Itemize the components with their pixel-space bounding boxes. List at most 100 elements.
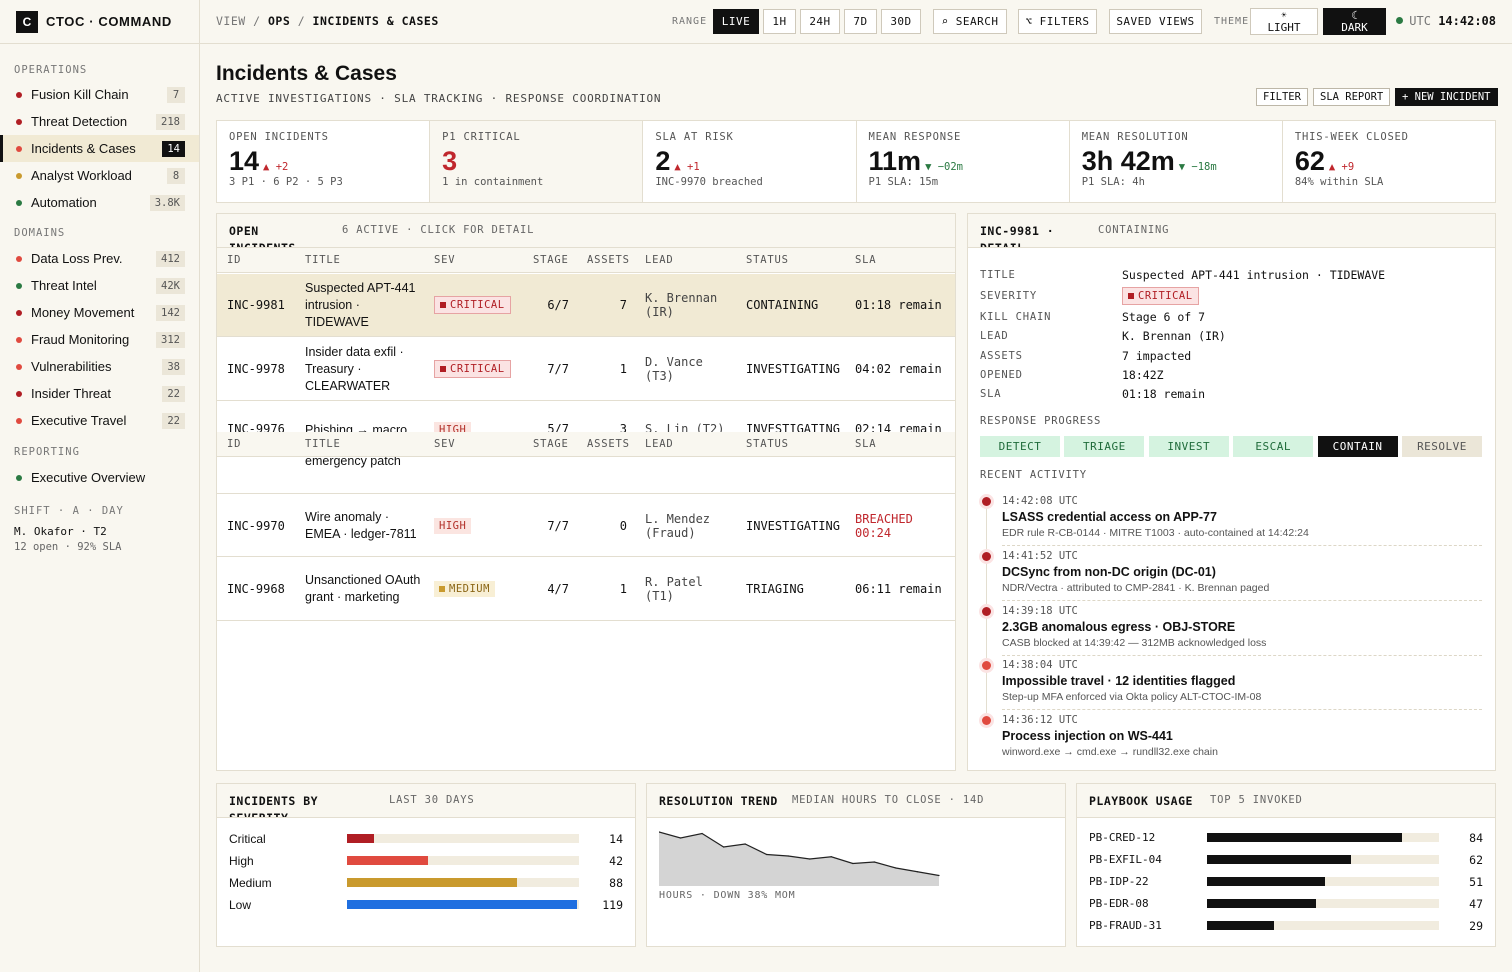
sidebar-item-threat-intel[interactable]: Threat Intel 42K: [0, 272, 199, 299]
range-7d-button[interactable]: 7D: [844, 9, 877, 34]
column-header-sev[interactable]: SEV: [434, 438, 456, 450]
resolution-trend-chart: [659, 831, 940, 886]
detail-value-title: Suspected APT-441 intrusion · TIDEWAVE: [1122, 268, 1386, 282]
column-header-id[interactable]: ID: [227, 438, 242, 450]
saved-views-button[interactable]: SAVED VIEWS: [1109, 9, 1202, 34]
kpi-label: MEAN RESOLUTION: [1081, 131, 1189, 143]
crumb-view[interactable]: VIEW: [216, 14, 246, 28]
kpi-value: 62: [1294, 146, 1325, 176]
sidebar-item-data-loss-prev[interactable]: Data Loss Prev. 412: [0, 245, 199, 272]
sidebar-item-money-movement[interactable]: Money Movement 142: [0, 299, 199, 326]
search-button[interactable]: ⌕ SEARCH: [933, 9, 1007, 34]
trend-footer: HOURS · DOWN 38% MOM: [659, 890, 796, 901]
activity-item[interactable]: 14:36:12 UTC Process injection on WS-441 w…: [980, 714, 1482, 768]
stage-invest[interactable]: INVEST: [1148, 436, 1229, 457]
kpi-this-week-closed[interactable]: THIS-WEEK CLOSED 62 ▲ +9 84% within SLA: [1283, 121, 1495, 202]
incident-title: Insider data exfil · Treasury · CLEARWAT…: [305, 344, 404, 393]
sidebar-item-fusion-kill-chain[interactable]: Fusion Kill Chain 7: [0, 81, 199, 108]
table-row[interactable]: INC-9970 Wire anomaly · EMEA · ledger-781…: [217, 495, 955, 557]
severity-bar-track: [347, 834, 579, 843]
column-header-lead[interactable]: LEAD: [645, 438, 674, 450]
range-24h-button[interactable]: 24H: [800, 9, 840, 34]
column-header-status[interactable]: STATUS: [746, 254, 789, 266]
timeline-dot-icon: [982, 716, 991, 726]
new-incident-button[interactable]: + NEW INCIDENT: [1395, 88, 1498, 106]
activity-item[interactable]: 14:41:52 UTC DCSync from non-DC origin (D…: [980, 550, 1482, 604]
sidebar-item-incidents-cases[interactable]: Incidents & Cases 14: [0, 135, 199, 162]
kpi-open-incidents[interactable]: OPEN INCIDENTS 14 ▲ +2 3 P1 · 6 P2 · 5 P3: [217, 121, 431, 202]
range-live-button[interactable]: LIVE: [713, 9, 759, 34]
activity-item[interactable]: 14:39:18 UTC 2.3GB anomalous egress · OBJ…: [980, 605, 1482, 659]
sla-report-button[interactable]: SLA REPORT: [1313, 88, 1391, 106]
incident-sla: 01:18 remain: [855, 298, 942, 312]
activity-item[interactable]: 14:42:08 UTC LSASS credential access on A…: [980, 495, 1482, 549]
sidebar-item-label: Money Movement: [31, 305, 135, 320]
table-row[interactable]: INC-9968 Unsanctioned OAuth grant · marke…: [217, 558, 955, 621]
kpi-p1-critical[interactable]: P1 CRITICAL 3 1 in containment: [430, 121, 644, 202]
sidebar-item-automation[interactable]: Automation 3.8K: [0, 189, 199, 216]
column-header-title[interactable]: TITLE: [305, 438, 341, 450]
sidebar-item-threat-detection[interactable]: Threat Detection 218: [0, 108, 199, 135]
incident-title: Unsanctioned OAuth grant · marketing: [305, 573, 421, 604]
sidebar-item-count: 218: [156, 113, 185, 130]
stage-triage[interactable]: TRIAGE: [1064, 436, 1145, 457]
column-header-assets[interactable]: ASSETS: [587, 438, 630, 450]
column-header-stage[interactable]: STAGE: [533, 438, 569, 450]
column-header-sla[interactable]: SLA: [855, 438, 877, 450]
playbook-panel-header: PLAYBOOK USAGE TOP 5 INVOKED: [1077, 784, 1495, 818]
kpi-mean-response[interactable]: MEAN RESPONSE 11m ▼ −02m P1 SLA: 15m: [857, 121, 1070, 202]
column-header-lead[interactable]: LEAD: [645, 254, 674, 266]
activity-time: 14:39:18 UTC: [1002, 604, 1078, 617]
detail-value-kill-chain: Stage 6 of 7: [1122, 310, 1206, 324]
table-row[interactable]: INC-9981 Suspected APT-441 intrusion · TI…: [217, 274, 955, 337]
range-label: RANGE: [672, 16, 708, 27]
kpi-sla-at-risk[interactable]: SLA AT RISK 2 ▲ +1 INC-9970 breached: [643, 121, 857, 202]
severity-bar: [347, 834, 375, 843]
theme-dark-button[interactable]: ☾ DARK: [1323, 8, 1386, 35]
sidebar-item-fraud-monitoring[interactable]: Fraud Monitoring 312: [0, 326, 199, 353]
stage-contain[interactable]: CONTAIN: [1317, 436, 1398, 457]
sidebar-item-analyst-workload[interactable]: Analyst Workload 8: [0, 162, 199, 189]
range-1h-button[interactable]: 1H: [763, 9, 796, 34]
activity-item[interactable]: 14:38:04 UTC Impossible travel · 12 ident…: [980, 659, 1482, 713]
shift-stats: 12 open · 92% SLA: [14, 541, 122, 553]
column-header-sev[interactable]: SEV: [434, 254, 456, 266]
sidebar-item-vulnerabilities[interactable]: Vulnerabilities 38: [0, 353, 199, 380]
sidebar-item-executive-travel[interactable]: Executive Travel 22: [0, 407, 199, 434]
crumb-ops[interactable]: OPS: [267, 14, 291, 28]
severity-bar-row: Critical 14: [229, 830, 623, 848]
column-header-stage[interactable]: STAGE: [533, 254, 569, 266]
sidebar-item-label: Fusion Kill Chain: [31, 87, 129, 102]
severity-text: HIGH: [439, 519, 467, 532]
stage-resolve[interactable]: RESOLVE: [1402, 436, 1482, 457]
sidebar-item-label: Executive Travel: [31, 413, 127, 428]
severity-square-icon: [440, 366, 446, 372]
trend-point: [679, 837, 682, 839]
sidebar-item-insider-threat[interactable]: Insider Threat 22: [0, 380, 199, 407]
incident-assets: 0: [619, 518, 627, 533]
kpi-subtext: 84% within SLA: [1294, 176, 1384, 188]
playbook-bar-label: PB-EDR-08: [1089, 897, 1149, 910]
column-header-assets[interactable]: ASSETS: [587, 254, 630, 266]
theme-light-button[interactable]: ☀ LIGHT: [1250, 8, 1318, 35]
detail-panel: INC-9981 · DETAIL CONTAINING TITLE Suspec…: [967, 213, 1496, 771]
kpi-mean-resolution[interactable]: MEAN RESOLUTION 3h 42m ▼ −18m P1 SLA: 4h: [1070, 121, 1283, 202]
trend-point: [895, 867, 897, 869]
range-30d-button[interactable]: 30D: [881, 9, 921, 34]
column-header-status[interactable]: STATUS: [746, 438, 789, 450]
status-dot-icon: [16, 255, 22, 262]
filters-button[interactable]: ⌥ FILTERS: [1018, 9, 1097, 34]
column-header-sla[interactable]: SLA: [855, 254, 877, 266]
column-header-title[interactable]: TITLE: [305, 254, 341, 266]
sidebar-item-executive-overview[interactable]: Executive Overview: [0, 464, 199, 491]
stage-escal[interactable]: ESCAL: [1233, 436, 1314, 457]
activity-description: winword.exe → cmd.exe → rundll32.exe cha…: [1002, 746, 1218, 759]
stage-detect[interactable]: DETECT: [980, 436, 1060, 457]
filter-button[interactable]: FILTER: [1256, 88, 1308, 106]
table-row[interactable]: INC-9978 Insider data exfil · Treasury · …: [217, 338, 955, 401]
column-header-id[interactable]: ID: [227, 254, 242, 266]
incident-id: INC-9981: [227, 298, 285, 312]
trend-point: [723, 846, 725, 848]
detail-panel-header: INC-9981 · DETAIL CONTAINING: [968, 214, 1495, 248]
status-dot-icon: [16, 118, 22, 125]
